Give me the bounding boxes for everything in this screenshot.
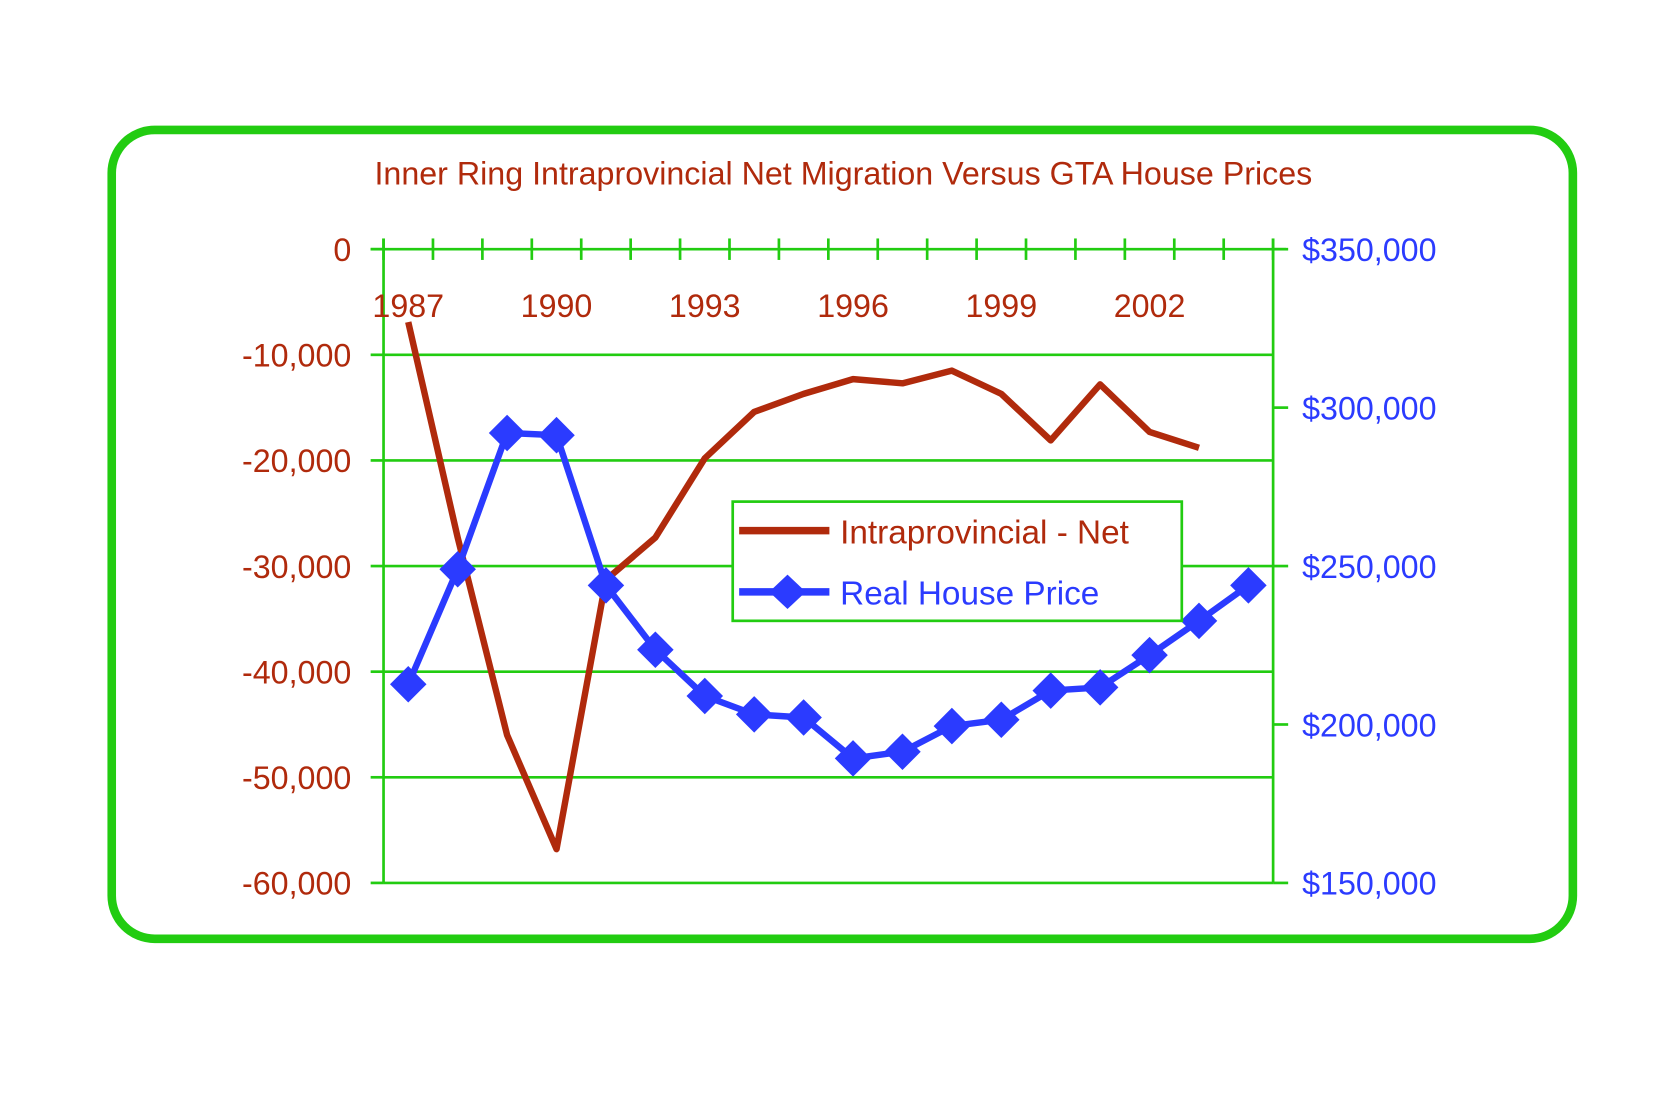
data-point-real-house-price xyxy=(933,707,971,745)
legend-label-house-price: Real House Price xyxy=(840,576,1099,613)
data-point-real-house-price xyxy=(1131,636,1168,674)
left-axis-tick-label: 0 xyxy=(333,232,351,268)
data-point-real-house-price xyxy=(1230,567,1267,604)
data-point-real-house-price xyxy=(1081,669,1119,706)
data-point-real-house-price xyxy=(686,677,724,715)
x-axis-tick-label: 1993 xyxy=(669,288,741,324)
x-axis-tick-label: 2002 xyxy=(1114,288,1186,324)
x-axis-tick-label: 1996 xyxy=(817,288,889,324)
left-axis-tick-label: -50,000 xyxy=(242,760,351,796)
right-axis-tick-label: $150,000 xyxy=(1302,866,1436,902)
data-point-real-house-price xyxy=(439,550,476,588)
x-axis-tick-label: 1999 xyxy=(965,288,1037,324)
left-axis-tick-label: -10,000 xyxy=(242,338,351,374)
data-point-real-house-price xyxy=(735,696,773,733)
left-axis-tick-label: -40,000 xyxy=(242,654,351,690)
data-point-real-house-price xyxy=(637,631,674,668)
data-point-real-house-price xyxy=(1180,602,1218,640)
legend-label-intraprovincial: Intraprovincial - Net xyxy=(840,515,1129,552)
data-point-real-house-price xyxy=(1032,672,1069,709)
data-point-real-house-price xyxy=(389,665,427,703)
left-axis-tick-label: -30,000 xyxy=(242,549,351,585)
series-line-intraprovincial-net xyxy=(405,321,1200,853)
x-axis-tick-label: 1987 xyxy=(372,288,444,324)
data-point-real-house-price xyxy=(983,701,1020,738)
x-axis-tick-label: 1990 xyxy=(521,288,593,324)
right-axis-tick-label: $300,000 xyxy=(1302,390,1436,426)
legend-marker-house-price xyxy=(769,574,806,610)
right-axis-tick-label: $350,000 xyxy=(1302,232,1436,268)
legend: Intraprovincial - Net Real House Price xyxy=(731,500,1184,623)
right-axis-tick-label: $200,000 xyxy=(1302,707,1436,743)
right-axis-tick-label: $250,000 xyxy=(1302,549,1436,585)
left-axis-tick-label: -60,000 xyxy=(242,866,351,902)
data-point-real-house-price xyxy=(488,414,526,452)
data-point-real-house-price xyxy=(785,699,822,736)
chart-title: Inner Ring Intraprovincial Net Migration… xyxy=(374,156,1312,192)
left-axis-tick-label: -20,000 xyxy=(242,443,351,479)
